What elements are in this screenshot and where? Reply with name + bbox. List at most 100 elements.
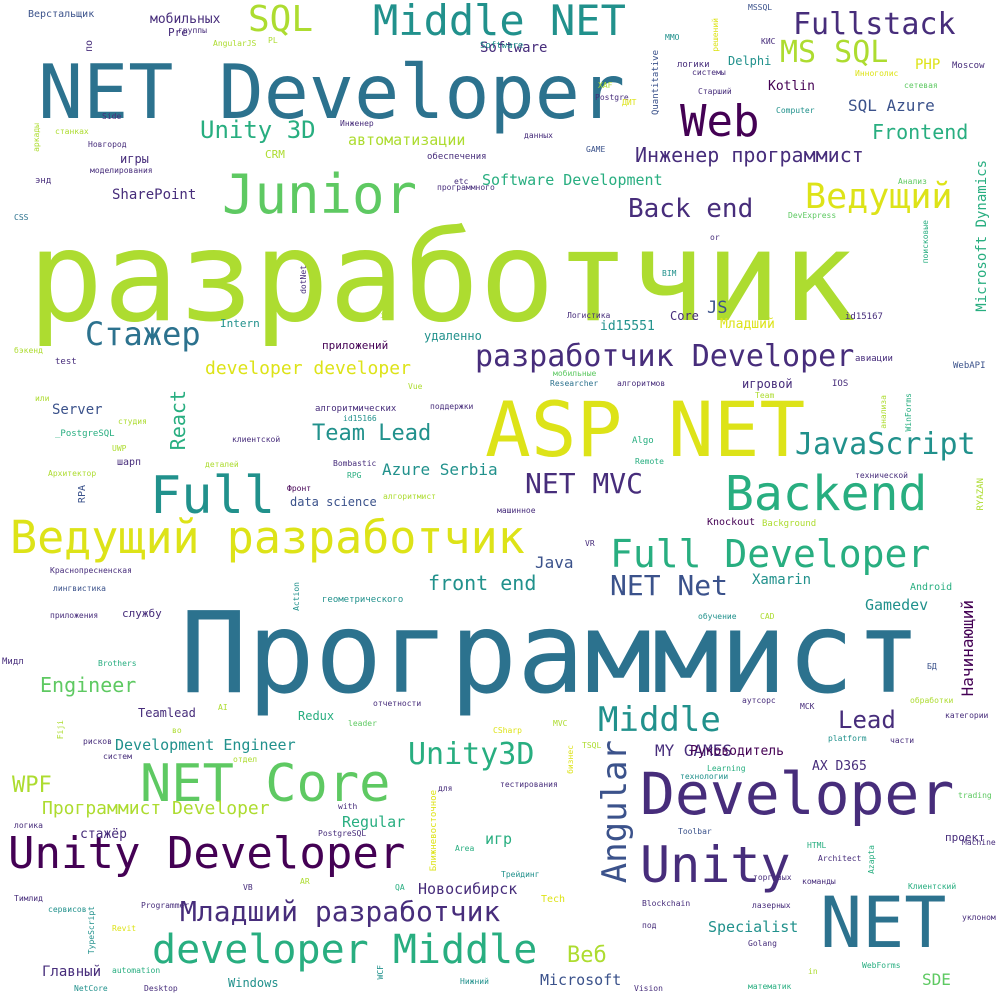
cloud-word: Архитектор [48, 469, 97, 478]
cloud-word: Ближневосточное [429, 790, 439, 872]
cloud-word: platform [828, 734, 867, 743]
cloud-word: Specialist [708, 918, 799, 936]
cloud-word: обработки [910, 696, 954, 705]
cloud-word: Researcher [550, 379, 599, 388]
cloud-word: JS [707, 298, 728, 318]
cloud-word: leader [348, 719, 377, 728]
cloud-word: Programmer [141, 901, 190, 910]
cloud-word: WCF [376, 965, 385, 980]
cloud-word: аркады [32, 123, 41, 152]
cloud-word: студия [118, 417, 147, 426]
cloud-word: моделирования [90, 166, 153, 175]
cloud-word: Toolbar [678, 827, 712, 836]
cloud-word: data science [290, 495, 377, 509]
cloud-word: Мидл [2, 657, 24, 667]
cloud-word: Architect [818, 854, 862, 863]
cloud-word: Azapta [867, 845, 876, 874]
cloud-word: Старший [698, 87, 732, 96]
cloud-word: GAME [586, 145, 606, 154]
cloud-word: по [84, 40, 95, 53]
cloud-word: МСК [800, 702, 815, 711]
cloud-word: id15166 [343, 414, 377, 423]
cloud-word: Vue [408, 382, 423, 391]
cloud-word: id15167 [845, 312, 883, 322]
cloud-word: RPG [347, 471, 362, 480]
cloud-word: WPF [12, 773, 52, 798]
cloud-word: автоматизации [348, 131, 466, 149]
cloud-word: бэкенд [14, 346, 43, 355]
cloud-word: Android [910, 582, 953, 593]
cloud-word: AR [300, 877, 310, 886]
cloud-word: поддержки [430, 402, 474, 411]
cloud-word: уклоном [962, 913, 996, 922]
cloud-word: сетевая [904, 81, 938, 90]
cloud-word: энд [35, 176, 52, 186]
cloud-word: Анализ [898, 177, 927, 186]
cloud-word: разработчик [28, 205, 856, 350]
cloud-word: БД [927, 662, 937, 671]
cloud-word: мобильных [150, 12, 221, 27]
cloud-word: Программист [180, 589, 922, 719]
cloud-word: Стажер [85, 315, 201, 353]
cloud-word: id [380, 311, 390, 320]
cloud-word: NET [820, 882, 947, 964]
cloud-word: WebForms [862, 961, 901, 970]
cloud-word: КИС [761, 37, 776, 46]
cloud-word: части [890, 736, 915, 745]
cloud-word: станках [55, 127, 89, 136]
cloud-word: Фронт [287, 484, 312, 493]
cloud-word: SharePoint [112, 187, 197, 203]
cloud-word: front end [428, 571, 537, 595]
cloud-word: SDE [922, 970, 951, 989]
cloud-word: HTML [807, 841, 827, 850]
cloud-word: Unity Developer [8, 828, 406, 879]
cloud-word: Pre [168, 26, 188, 39]
cloud-word: Golang [748, 939, 777, 948]
cloud-word: сервисов [48, 905, 87, 914]
cloud-word: Knockout [707, 517, 756, 528]
cloud-word: приложений [322, 339, 389, 352]
cloud-word: Full [150, 466, 276, 526]
cloud-word: анализа [879, 395, 888, 429]
cloud-word: логики [677, 60, 710, 70]
cloud-word: удаленно [424, 329, 482, 343]
cloud-word: RPA [77, 485, 88, 504]
cloud-word: бизнес [566, 745, 575, 774]
cloud-word: Software [480, 40, 548, 56]
cloud-word: авиации [855, 354, 893, 364]
cloud-word: игры [120, 152, 149, 166]
cloud-word: UWP [112, 444, 127, 453]
cloud-word: NET Core [140, 754, 391, 814]
cloud-word: Team [755, 391, 775, 400]
cloud-word: Regular [342, 813, 406, 831]
cloud-word: MY GAMES [655, 741, 733, 760]
cloud-word: NET Developer [38, 48, 625, 136]
cloud-word: Software [480, 41, 524, 51]
cloud-word: Middle NET [373, 0, 626, 45]
cloud-word: Postgre [595, 93, 629, 102]
cloud-word: Инженер программист [635, 143, 864, 167]
cloud-word: лазерных [752, 901, 791, 910]
cloud-word: id15551 [600, 319, 655, 334]
cloud-word: систем [103, 752, 132, 761]
cloud-word: Lead [838, 706, 896, 734]
cloud-word: Team Lead [312, 421, 432, 446]
cloud-word: TypeScript [87, 906, 96, 955]
cloud-word: Junior [222, 163, 418, 226]
cloud-word: для [438, 784, 453, 793]
cloud-word: Web [680, 96, 760, 147]
cloud-word: Трейдинг [501, 870, 540, 879]
cloud-word: WinForms [904, 393, 913, 432]
cloud-word: Инноголис [855, 69, 899, 78]
cloud-word: Brothers [98, 659, 137, 668]
cloud-word: отдел [233, 755, 258, 764]
cloud-word: Server [52, 402, 103, 418]
cloud-word: Unity [640, 836, 791, 894]
cloud-word: проект [945, 831, 985, 844]
cloud-word: IOS [832, 379, 849, 389]
cloud-word: Руководитель [690, 744, 784, 759]
cloud-word: QA [395, 883, 405, 892]
cloud-word: Новгород [88, 140, 127, 149]
cloud-word: ДИТ [622, 98, 637, 107]
